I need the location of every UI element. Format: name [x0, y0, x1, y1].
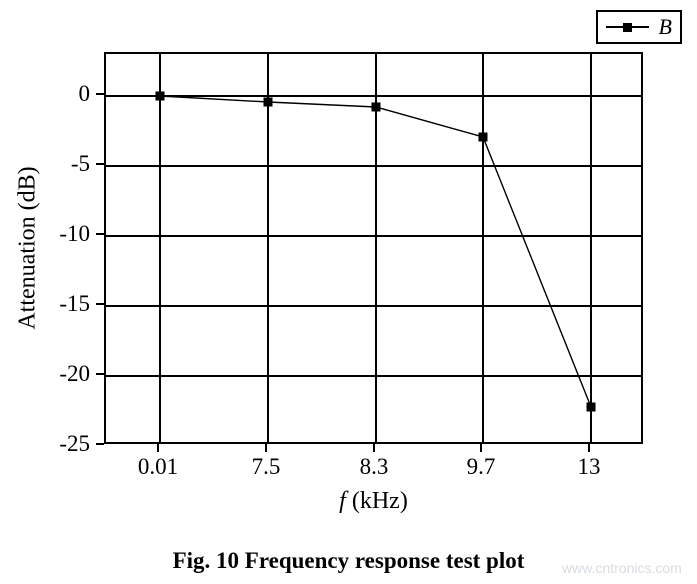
legend: B — [596, 10, 682, 44]
y-tick-mark — [96, 163, 104, 165]
series-line — [160, 96, 591, 407]
y-tick-mark — [96, 443, 104, 445]
x-tick-label: 0.01 — [138, 454, 178, 480]
y-tick-mark — [96, 373, 104, 375]
y-tick-label: -20 — [0, 361, 90, 387]
watermark: www.cntronics.com — [562, 560, 682, 576]
y-tick-label: 0 — [0, 81, 90, 107]
y-tick-mark — [96, 303, 104, 305]
x-tick-label: 7.5 — [252, 454, 281, 480]
x-axis-label: f (kHz) — [339, 488, 408, 515]
plot-area — [104, 52, 643, 444]
x-tick-label: 9.7 — [467, 454, 496, 480]
y-tick-label: -10 — [0, 221, 90, 247]
x-tick-label: 13 — [578, 454, 601, 480]
y-tick-mark — [96, 233, 104, 235]
x-tick-mark — [157, 444, 159, 452]
data-marker-square — [479, 133, 488, 142]
series-svg — [106, 54, 645, 446]
x-tick-mark — [480, 444, 482, 452]
y-tick-mark — [96, 93, 104, 95]
data-marker-square — [372, 103, 381, 112]
data-marker-square — [156, 92, 165, 101]
x-tick-mark — [265, 444, 267, 452]
legend-entry-label: B — [653, 14, 672, 40]
y-tick-label: -25 — [0, 431, 90, 457]
x-tick-mark — [373, 444, 375, 452]
data-marker-square — [587, 403, 596, 412]
x-axis-label-rest: (kHz) — [346, 488, 408, 514]
data-marker-square — [264, 98, 273, 107]
legend-line-segment — [606, 26, 624, 28]
x-tick-mark — [588, 444, 590, 452]
legend-line-segment — [631, 26, 649, 28]
x-tick-label: 8.3 — [360, 454, 389, 480]
y-tick-label: -15 — [0, 291, 90, 317]
legend-series-name: B — [659, 14, 672, 39]
figure-caption: Fig. 10 Frequency response test plot — [173, 548, 525, 574]
y-tick-label: -5 — [0, 151, 90, 177]
figure-container: { "canvas": { "width": 697, "height": 58… — [0, 0, 697, 584]
x-axis-label-var: f — [339, 488, 346, 514]
